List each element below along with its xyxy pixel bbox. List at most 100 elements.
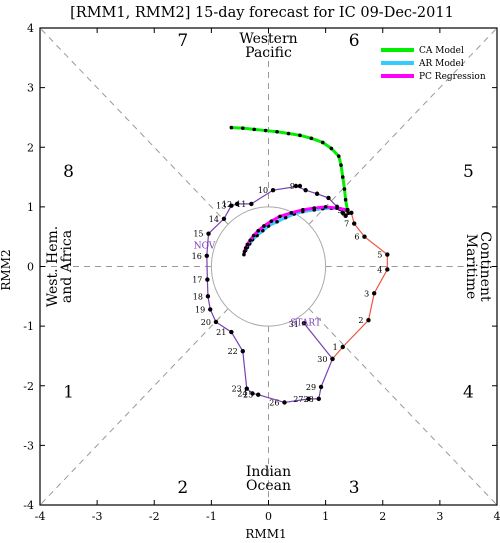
series-point — [221, 216, 227, 221]
day-label: 27 — [293, 395, 303, 404]
day-label: 16 — [192, 252, 202, 261]
series-point — [293, 183, 299, 189]
x-tick-label: -2 — [149, 510, 160, 523]
day-label: 14 — [209, 215, 219, 224]
series-point — [326, 195, 331, 201]
series-point — [275, 129, 279, 134]
phase-number: 4 — [463, 383, 474, 403]
region-label: Pacific — [245, 45, 292, 61]
phase-number: 2 — [177, 478, 188, 498]
y-tick-label: 4 — [27, 22, 34, 35]
x-tick-label: 2 — [379, 510, 386, 523]
series-point — [240, 348, 245, 354]
y-axis-label: RMM2 — [0, 249, 13, 290]
y-tick-label: -2 — [23, 380, 34, 393]
day-label: 4 — [377, 265, 382, 274]
region-label: West. Hem. — [45, 226, 61, 307]
series-point — [339, 163, 343, 167]
series-point — [306, 396, 311, 402]
phase-number: 3 — [349, 478, 360, 498]
phase-number: 7 — [177, 31, 188, 51]
series-point — [208, 307, 213, 312]
series-point — [243, 246, 248, 250]
series-point — [206, 231, 211, 236]
x-tick-label: 3 — [436, 510, 443, 523]
series-point — [283, 215, 288, 220]
legend-label: PC Regression — [419, 72, 486, 82]
x-tick-label: 0 — [265, 510, 272, 523]
chart-title: [RMM1, RMM2] 15-day forecast for IC 09-D… — [70, 5, 454, 21]
series-point — [205, 294, 211, 299]
series-point — [213, 319, 219, 325]
day-label: 3 — [364, 289, 369, 298]
series-point — [256, 392, 261, 397]
day-label: 1 — [333, 343, 338, 352]
legend-label: AR Model — [418, 59, 464, 69]
series-point — [278, 214, 282, 219]
series-point — [204, 253, 210, 258]
phase-number: 5 — [463, 162, 474, 182]
series-point — [320, 140, 325, 145]
series-point — [229, 203, 234, 208]
series-line — [242, 205, 348, 255]
series-point — [289, 211, 294, 215]
day-label: 11 — [236, 200, 246, 209]
series-point — [301, 320, 307, 326]
series-line — [231, 126, 349, 211]
x-tick-label: -1 — [206, 510, 217, 523]
guide-line — [308, 27, 498, 225]
series-point — [312, 206, 317, 210]
series-line — [332, 209, 388, 360]
day-label: 5 — [377, 251, 382, 260]
series-point — [242, 249, 247, 254]
day-label: 24 — [237, 390, 247, 399]
unit-circle — [210, 206, 327, 327]
region-label: Ocean — [246, 478, 291, 494]
region-label: Western — [239, 31, 297, 47]
day-label: 18 — [193, 292, 203, 301]
day-label: 7 — [344, 220, 349, 229]
day-label: 6 — [354, 233, 359, 242]
series-point — [252, 127, 257, 132]
series-point — [298, 133, 302, 138]
series-point — [251, 233, 256, 238]
series-point — [282, 400, 287, 405]
series-point — [300, 208, 305, 212]
series-point — [343, 213, 348, 219]
guide-line — [308, 308, 498, 506]
series-point — [229, 329, 234, 335]
series-point — [269, 219, 274, 223]
series-point — [340, 175, 345, 179]
start-segment — [303, 322, 333, 360]
series-point — [330, 356, 335, 362]
chart-legend: CA Model AR Model PC Regression — [381, 46, 486, 82]
legend-label: CA Model — [419, 46, 464, 56]
series-point — [340, 210, 345, 216]
day-label: 9 — [290, 182, 295, 191]
day-label: 29 — [306, 383, 316, 392]
series-point — [229, 125, 234, 130]
series-point — [318, 384, 324, 390]
series-point — [340, 344, 345, 350]
x-axis-label: RMM1 — [245, 527, 286, 541]
series-point — [329, 146, 334, 151]
day-label: 31 — [289, 320, 299, 329]
y-tick-label: 2 — [27, 141, 34, 154]
day-label: 10 — [258, 186, 268, 195]
day-label: 12 — [222, 200, 232, 209]
series-point — [250, 391, 255, 396]
day-label: 21 — [216, 328, 226, 337]
series-point — [323, 205, 328, 209]
series-point — [371, 291, 377, 296]
series-point — [263, 128, 268, 133]
series-point — [385, 252, 390, 257]
series-point — [234, 201, 240, 207]
series-point — [245, 242, 250, 247]
series-point — [343, 197, 348, 202]
phase-guides — [39, 27, 498, 506]
series-point — [385, 267, 390, 272]
region-label: and Africa — [59, 230, 75, 303]
